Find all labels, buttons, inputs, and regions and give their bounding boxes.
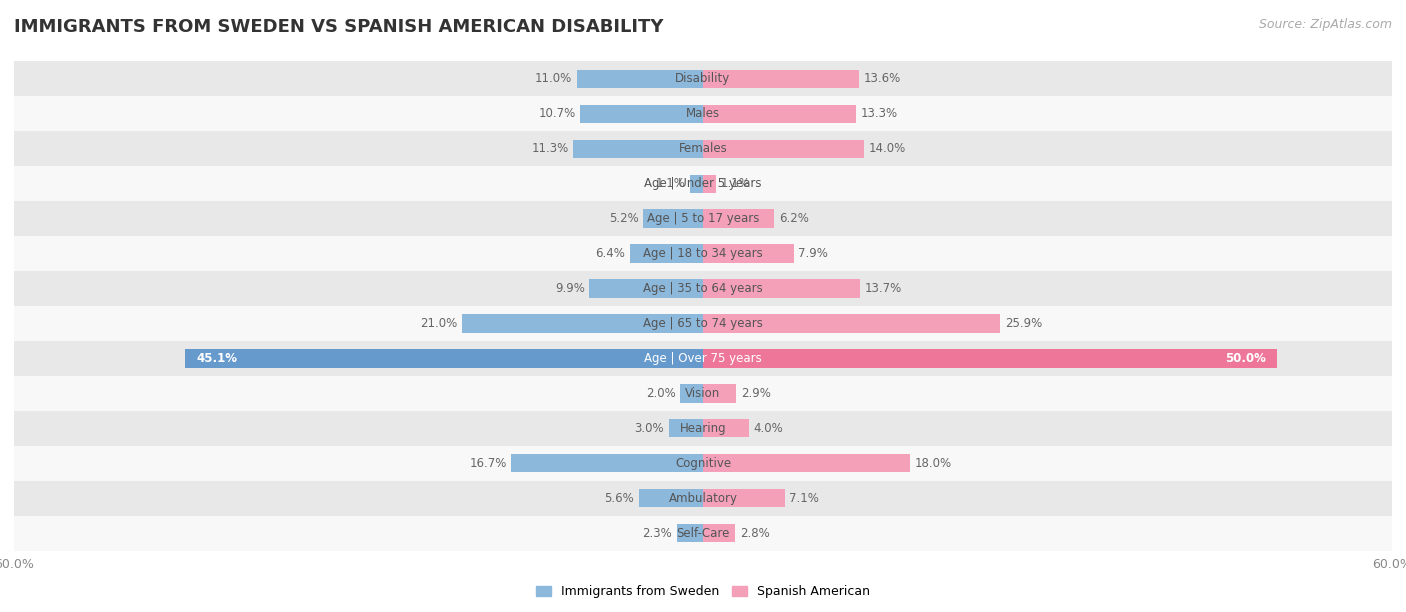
Bar xyxy=(14,96,1392,131)
Bar xyxy=(589,280,703,297)
Text: 1.1%: 1.1% xyxy=(720,177,749,190)
Bar xyxy=(14,131,1392,166)
Bar xyxy=(703,209,775,228)
Bar xyxy=(703,524,735,542)
Text: 3.0%: 3.0% xyxy=(634,422,664,435)
Bar xyxy=(14,236,1392,271)
Text: 5.2%: 5.2% xyxy=(609,212,638,225)
Bar xyxy=(676,524,703,542)
Bar xyxy=(638,489,703,507)
Text: 7.1%: 7.1% xyxy=(789,492,818,505)
Text: 45.1%: 45.1% xyxy=(197,352,238,365)
Text: 7.9%: 7.9% xyxy=(799,247,828,260)
Bar xyxy=(576,70,703,88)
Text: Cognitive: Cognitive xyxy=(675,457,731,470)
Text: 5.6%: 5.6% xyxy=(605,492,634,505)
Text: Ambulatory: Ambulatory xyxy=(668,492,738,505)
Bar xyxy=(703,454,910,472)
Text: Disability: Disability xyxy=(675,72,731,85)
Bar xyxy=(703,70,859,88)
Bar xyxy=(703,419,749,438)
Text: Age | 18 to 34 years: Age | 18 to 34 years xyxy=(643,247,763,260)
Text: Source: ZipAtlas.com: Source: ZipAtlas.com xyxy=(1258,18,1392,31)
Text: 11.0%: 11.0% xyxy=(534,72,572,85)
Bar xyxy=(703,384,737,403)
Text: 4.0%: 4.0% xyxy=(754,422,783,435)
Text: Age | Under 5 years: Age | Under 5 years xyxy=(644,177,762,190)
Text: Males: Males xyxy=(686,107,720,120)
Text: 18.0%: 18.0% xyxy=(914,457,952,470)
Bar xyxy=(681,384,703,403)
Text: 16.7%: 16.7% xyxy=(470,457,506,470)
Legend: Immigrants from Sweden, Spanish American: Immigrants from Sweden, Spanish American xyxy=(531,580,875,603)
Bar xyxy=(703,244,794,263)
Bar xyxy=(14,376,1392,411)
Bar xyxy=(703,105,856,123)
Bar xyxy=(574,140,703,158)
Text: Self-Care: Self-Care xyxy=(676,527,730,540)
Bar xyxy=(581,105,703,123)
Bar xyxy=(703,489,785,507)
Bar xyxy=(14,341,1392,376)
Bar xyxy=(186,349,703,368)
Text: 2.9%: 2.9% xyxy=(741,387,770,400)
Bar xyxy=(14,271,1392,306)
Bar xyxy=(644,209,703,228)
Text: 13.7%: 13.7% xyxy=(865,282,903,295)
Text: 14.0%: 14.0% xyxy=(869,142,905,155)
Text: 6.4%: 6.4% xyxy=(595,247,624,260)
Bar xyxy=(669,419,703,438)
Text: 50.0%: 50.0% xyxy=(1225,352,1265,365)
Bar xyxy=(14,446,1392,481)
Text: 9.9%: 9.9% xyxy=(555,282,585,295)
Bar xyxy=(703,349,1277,368)
Text: Hearing: Hearing xyxy=(679,422,727,435)
Text: 10.7%: 10.7% xyxy=(538,107,575,120)
Bar xyxy=(703,315,1001,332)
Bar xyxy=(703,280,860,297)
Bar xyxy=(14,481,1392,516)
Text: Age | 65 to 74 years: Age | 65 to 74 years xyxy=(643,317,763,330)
Bar xyxy=(630,244,703,263)
Bar xyxy=(512,454,703,472)
Text: Age | 5 to 17 years: Age | 5 to 17 years xyxy=(647,212,759,225)
Bar xyxy=(703,140,863,158)
Bar xyxy=(703,174,716,193)
Bar xyxy=(14,306,1392,341)
Text: 21.0%: 21.0% xyxy=(420,317,457,330)
Bar xyxy=(14,61,1392,96)
Text: 25.9%: 25.9% xyxy=(1005,317,1042,330)
Text: 13.6%: 13.6% xyxy=(863,72,901,85)
Text: 1.1%: 1.1% xyxy=(657,177,686,190)
Text: 2.8%: 2.8% xyxy=(740,527,769,540)
Bar xyxy=(690,174,703,193)
Bar xyxy=(14,516,1392,551)
Text: Age | Over 75 years: Age | Over 75 years xyxy=(644,352,762,365)
Text: Females: Females xyxy=(679,142,727,155)
Text: 11.3%: 11.3% xyxy=(531,142,568,155)
Text: Vision: Vision xyxy=(685,387,721,400)
Text: IMMIGRANTS FROM SWEDEN VS SPANISH AMERICAN DISABILITY: IMMIGRANTS FROM SWEDEN VS SPANISH AMERIC… xyxy=(14,18,664,36)
Text: 6.2%: 6.2% xyxy=(779,212,808,225)
Bar xyxy=(461,315,703,332)
Bar xyxy=(14,411,1392,446)
Text: 2.0%: 2.0% xyxy=(645,387,675,400)
Bar xyxy=(14,201,1392,236)
Text: 2.3%: 2.3% xyxy=(643,527,672,540)
Bar xyxy=(14,166,1392,201)
Text: 13.3%: 13.3% xyxy=(860,107,897,120)
Text: Age | 35 to 64 years: Age | 35 to 64 years xyxy=(643,282,763,295)
